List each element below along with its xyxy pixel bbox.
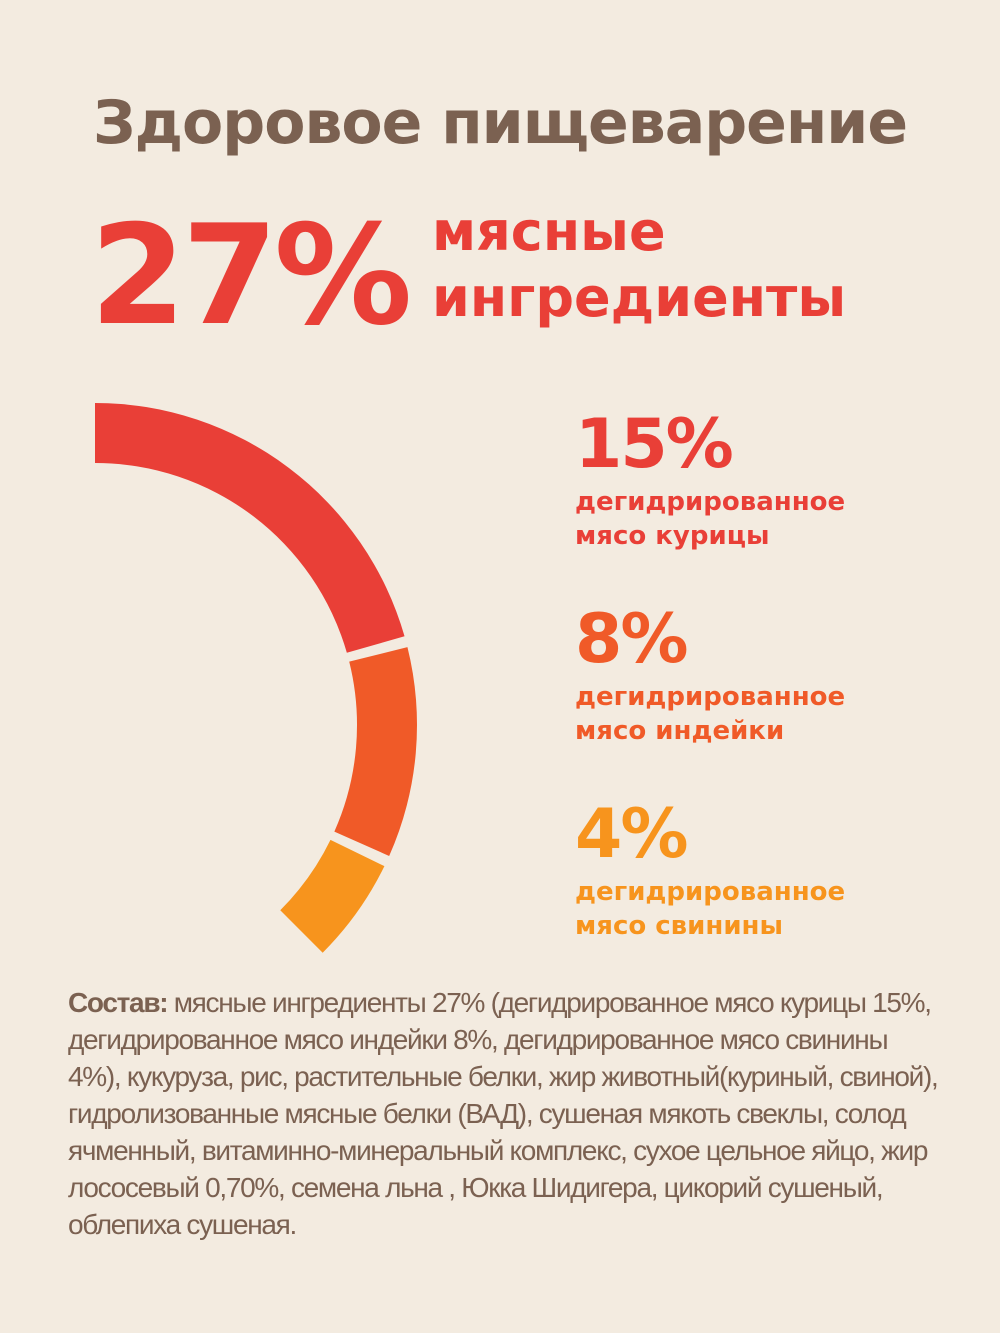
segment-label: дегидрированное мясо курицы bbox=[575, 487, 846, 551]
arc-segment bbox=[95, 403, 405, 653]
composition: Состав: мясные ингредиенты 27% (дегидрир… bbox=[68, 984, 943, 1243]
segment-percent: 4% bbox=[575, 795, 688, 874]
composition-label: Состав: bbox=[68, 987, 169, 1018]
arc-chart bbox=[95, 403, 417, 953]
composition-text: мясные ингредиенты 27% (дегидрированное … bbox=[68, 987, 939, 1240]
total-percent: 27% bbox=[90, 195, 412, 356]
arc-segment bbox=[334, 647, 417, 856]
arc-segment bbox=[280, 839, 385, 953]
segment-percent: 15% bbox=[575, 405, 734, 484]
segment-label: дегидрированное мясо свинины bbox=[575, 877, 846, 941]
segment-percent: 8% bbox=[575, 600, 688, 679]
title: Здоровое пищеварение bbox=[92, 88, 908, 158]
segment-label: дегидрированное мясо индейки bbox=[575, 682, 846, 746]
total-text: мясные bbox=[432, 200, 666, 263]
total-text: ингредиенты bbox=[432, 266, 847, 329]
